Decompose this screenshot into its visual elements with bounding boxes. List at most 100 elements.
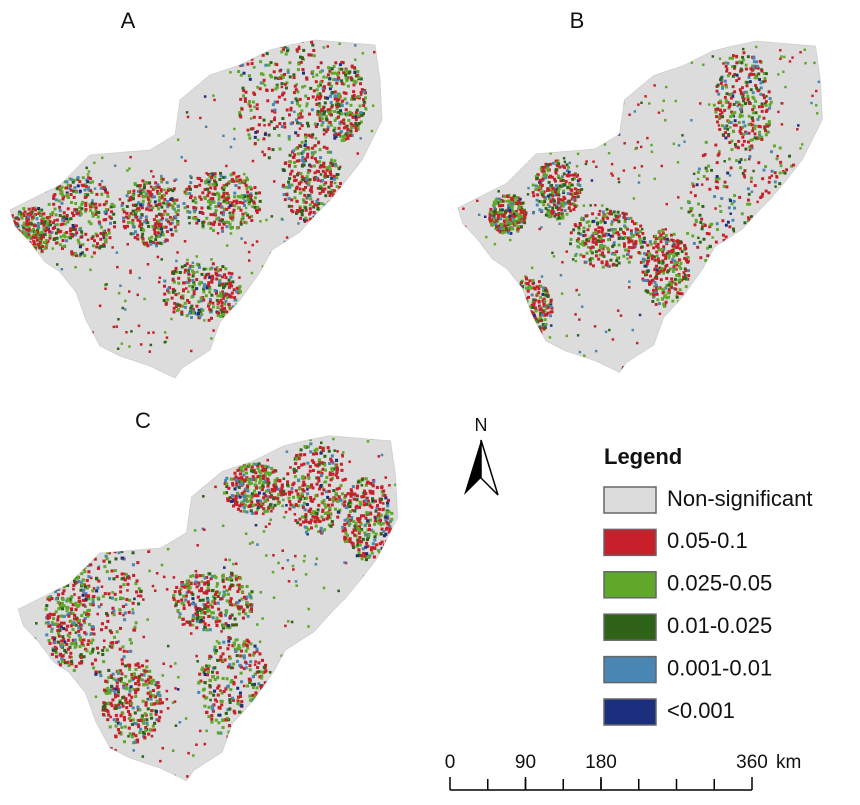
pixel (270, 354, 273, 357)
pixel (26, 307, 29, 310)
pixel (516, 322, 519, 325)
pixel (345, 690, 348, 693)
pixel (623, 245, 626, 248)
pixel (814, 234, 816, 236)
pixel (285, 87, 288, 90)
pixel (748, 230, 751, 233)
pixel (749, 102, 752, 105)
pixel (675, 246, 678, 249)
pixel (331, 162, 334, 165)
pixel (789, 60, 791, 62)
pixel (624, 248, 627, 251)
pixel (511, 283, 514, 286)
pixel (616, 231, 619, 234)
pixel (139, 184, 142, 187)
pixel (223, 186, 226, 189)
pixel (510, 297, 513, 300)
pixel (346, 128, 349, 131)
pixel (721, 115, 724, 118)
pixel (466, 289, 468, 291)
pixel (319, 113, 322, 116)
pixel (517, 227, 520, 230)
pixel (721, 219, 724, 222)
pixel (114, 165, 117, 168)
pixel (646, 260, 649, 263)
pixel (521, 314, 524, 317)
pixel (162, 202, 165, 205)
pixel (717, 84, 720, 87)
pixel (330, 124, 333, 127)
pixel (674, 278, 677, 281)
pixel (791, 56, 793, 58)
pixel (777, 210, 780, 213)
pixel (280, 24, 283, 27)
pixel (655, 284, 658, 287)
pixel (104, 240, 107, 243)
pixel (334, 325, 337, 328)
pixel (279, 148, 282, 151)
pixel (79, 253, 82, 256)
pixel (381, 270, 384, 273)
pixel (20, 240, 23, 243)
pixel (586, 228, 589, 231)
pixel (777, 266, 779, 268)
pixel (798, 220, 801, 223)
pixel (784, 172, 787, 175)
pixel (210, 222, 213, 225)
pixel (262, 73, 265, 76)
pixel (763, 96, 766, 99)
pixel (184, 306, 187, 309)
pixel (732, 130, 735, 133)
pixel (195, 305, 198, 308)
pixel (641, 245, 644, 248)
pixel (94, 92, 97, 95)
pixel (52, 247, 55, 250)
pixel (514, 222, 517, 225)
pixel (691, 61, 693, 63)
pixel (378, 343, 381, 346)
pixel (264, 64, 267, 67)
pixel (75, 191, 78, 194)
pixel (257, 139, 260, 142)
pixel (716, 228, 719, 231)
pixel (315, 125, 318, 128)
pixel (165, 303, 168, 306)
pixel (301, 175, 304, 178)
pixel (56, 223, 59, 226)
pixel (515, 331, 518, 334)
pixel (331, 233, 334, 236)
pixel (139, 204, 142, 207)
pixel (583, 89, 585, 91)
pixel (156, 242, 159, 245)
pixel (43, 226, 46, 229)
pixel (231, 178, 234, 181)
pixel (307, 182, 310, 185)
pixel (738, 287, 740, 289)
pixel (257, 36, 260, 39)
pixel (334, 199, 337, 202)
pixel (542, 286, 545, 289)
pixel (149, 194, 152, 197)
pixel (618, 181, 620, 183)
pixel (221, 230, 224, 233)
pixel (68, 356, 71, 359)
pixel (314, 123, 317, 126)
pixel (197, 312, 200, 315)
pixel (330, 85, 333, 88)
pixel (509, 298, 512, 301)
pixel (235, 178, 238, 181)
pixel (273, 32, 276, 35)
pixel (180, 51, 183, 54)
pixel (75, 708, 78, 711)
pixel (555, 357, 557, 359)
pixel (513, 219, 516, 222)
pixel (517, 312, 520, 315)
pixel (650, 243, 653, 246)
pixel (188, 216, 191, 219)
pixel (104, 218, 107, 221)
pixel (242, 87, 245, 90)
pixel (758, 105, 761, 108)
pixel (262, 54, 265, 57)
pixel (521, 305, 524, 308)
pixel (742, 121, 745, 124)
